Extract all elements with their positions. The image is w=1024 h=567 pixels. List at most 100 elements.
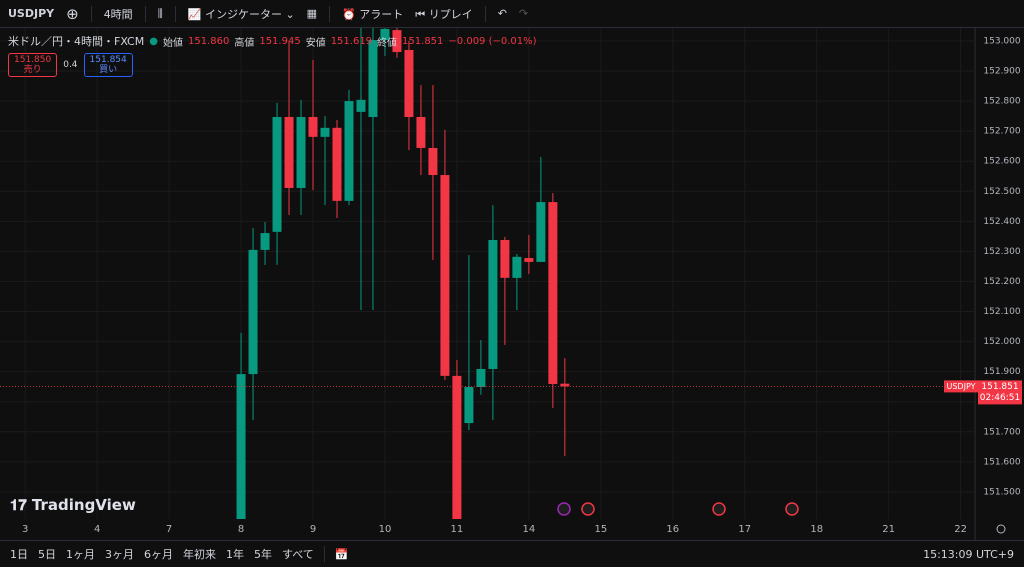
date-range-button[interactable]: 📅 bbox=[334, 547, 349, 561]
candle-body bbox=[272, 116, 282, 232]
separator bbox=[90, 5, 92, 22]
x-tick-label: 18 bbox=[810, 524, 823, 535]
candle-body bbox=[416, 116, 426, 148]
y-tick-label: 152.600 bbox=[983, 157, 1020, 167]
legend-label: 高値 bbox=[234, 37, 255, 49]
legend-value: 151.851 bbox=[402, 35, 444, 47]
legend-value: 151.619 bbox=[330, 35, 373, 47]
candle-body bbox=[488, 239, 498, 369]
range-button[interactable]: 6ヶ月 bbox=[144, 548, 173, 561]
chart: 151.500151.600151.700151.800151.900152.0… bbox=[0, 28, 1022, 540]
x-tick-label: 15 bbox=[594, 524, 607, 535]
legend-value: 151.945 bbox=[259, 35, 301, 47]
sell-button[interactable]: 151.850 売り bbox=[8, 53, 58, 77]
candle-body bbox=[392, 30, 402, 53]
y-tick-label: 152.700 bbox=[983, 127, 1020, 137]
y-tick-label: 151.600 bbox=[983, 457, 1020, 467]
toolbar: USDJPY ⊕ 4時間 ⫼ 📈 インジケーター ⌄ ▦ ⏰ アラート ⏮ リプ… bbox=[0, 0, 1024, 28]
y-tick-label: 153.000 bbox=[983, 36, 1020, 46]
separator bbox=[323, 546, 325, 562]
candle-body bbox=[260, 233, 270, 250]
event-icon bbox=[581, 502, 595, 516]
settings-icon bbox=[996, 524, 1006, 534]
y-tick-label: 152.800 bbox=[983, 97, 1020, 107]
price-tag bbox=[978, 380, 1022, 405]
symbol-tag-label: USDJPY bbox=[947, 382, 976, 391]
candle-body bbox=[368, 40, 378, 117]
x-tick-label: 16 bbox=[666, 524, 679, 535]
candle-body bbox=[308, 116, 318, 137]
redo-button[interactable]: ↷ bbox=[518, 7, 529, 20]
chart-type-button[interactable]: ⫼ bbox=[157, 6, 163, 20]
range-button[interactable]: すべて bbox=[282, 548, 314, 561]
spread: 0.4 bbox=[63, 60, 78, 70]
trade-buttons: 151.850 売り 0.4 151.854 買い bbox=[8, 53, 133, 77]
status-dot: ● bbox=[149, 35, 158, 47]
x-tick-label: 22 bbox=[954, 524, 967, 535]
candle-body bbox=[284, 116, 294, 188]
y-tick-label: 152.100 bbox=[983, 307, 1020, 317]
range-button[interactable]: 1ヶ月 bbox=[66, 548, 95, 561]
candle-body bbox=[320, 127, 330, 137]
x-tick-label: 9 bbox=[310, 524, 316, 535]
clock: 15:13:09 UTC+9 bbox=[923, 547, 1014, 561]
price-tag-label: 151.851 bbox=[981, 382, 1018, 392]
candle-body bbox=[524, 258, 534, 262]
candle-body bbox=[296, 116, 306, 188]
candle-body bbox=[452, 375, 462, 519]
layout-button[interactable]: ▦ bbox=[306, 7, 318, 20]
candle-body bbox=[248, 249, 258, 375]
candle-body bbox=[560, 383, 570, 387]
countdown: 02:46:51 bbox=[980, 393, 1020, 403]
indicators-button[interactable]: 📈 インジケーター ⌄ bbox=[187, 7, 295, 21]
range-buttons: 1日 5日 1ヶ月 3ヶ月 6ヶ月 年初来 1年 5年 すべて bbox=[10, 546, 314, 562]
range-button[interactable]: 1日 bbox=[10, 548, 28, 561]
legend: 米ドル／円・4時間・FXCM ● 始値 151.860 高値 151.945 安値 1… bbox=[8, 33, 537, 49]
indicators-label: インジケーター bbox=[204, 7, 282, 21]
sell-label: 売り bbox=[23, 65, 42, 75]
buy-price: 151.854 bbox=[89, 55, 127, 65]
add-symbol[interactable]: ⊕ bbox=[66, 4, 79, 23]
symbol-button[interactable]: USDJPY bbox=[8, 7, 55, 20]
range-button[interactable]: 1年 bbox=[226, 548, 244, 561]
candle-body bbox=[536, 202, 546, 262]
logo-text: TradingView bbox=[31, 496, 136, 514]
legend-label: 始値 bbox=[162, 37, 183, 49]
replay-label: リプレイ bbox=[428, 7, 473, 21]
separator bbox=[484, 5, 486, 22]
x-tick-label: 8 bbox=[238, 524, 244, 535]
x-tick-label: 10 bbox=[379, 524, 392, 535]
replay-button[interactable]: ⏮ リプレイ bbox=[415, 7, 473, 21]
logo: 𝟏𝟕 TradingView bbox=[10, 496, 136, 514]
event-icon bbox=[785, 502, 799, 516]
undo-button[interactable]: ↶ bbox=[497, 7, 507, 20]
interval-button[interactable]: 4時間 bbox=[103, 7, 133, 21]
range-button[interactable]: 3ヶ月 bbox=[105, 548, 134, 561]
range-button[interactable]: 5年 bbox=[254, 548, 272, 561]
candle-body bbox=[428, 147, 438, 176]
bottom-bar: 1日 5日 1ヶ月 3ヶ月 6ヶ月 年初来 1年 5年 すべて 📅 15:13:09 UTC+9 bbox=[0, 540, 1024, 567]
candle-body bbox=[344, 101, 354, 201]
alert-label: アラート bbox=[359, 7, 404, 21]
separator bbox=[144, 5, 146, 22]
alert-button[interactable]: ⏰ アラート bbox=[342, 7, 404, 21]
legend-title: 米ドル／円・4時間・FXCM bbox=[8, 35, 145, 48]
candle-body bbox=[512, 256, 522, 278]
y-tick-label: 152.200 bbox=[983, 277, 1020, 287]
x-tick-label: 3 bbox=[22, 524, 28, 535]
range-button[interactable]: 5日 bbox=[38, 548, 56, 561]
legend-label: 終値 bbox=[377, 37, 398, 49]
y-tick-label: 152.300 bbox=[983, 247, 1020, 257]
range-button[interactable]: 年初来 bbox=[183, 548, 216, 561]
x-tick-label: 4 bbox=[94, 524, 100, 535]
symbol-tag bbox=[944, 380, 978, 393]
candle-body bbox=[236, 374, 246, 519]
event-icon bbox=[712, 502, 726, 516]
buy-label: 買い bbox=[99, 65, 118, 75]
legend-label: 安値 bbox=[305, 37, 326, 49]
y-tick-label: 152.000 bbox=[983, 337, 1020, 347]
candles bbox=[236, 28, 570, 519]
buy-button[interactable]: 151.854 買い bbox=[83, 53, 133, 77]
candle-body bbox=[332, 127, 342, 201]
sell-price: 151.850 bbox=[14, 55, 52, 65]
